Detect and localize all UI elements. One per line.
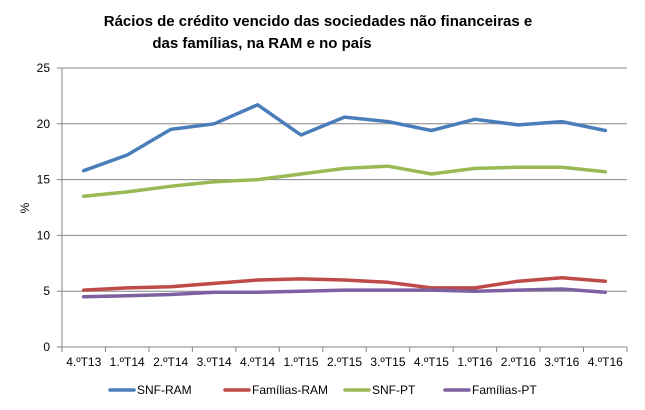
chart-title-line-2: das famílias, na RAM e no país	[152, 35, 371, 52]
x-tick-label: 4.ºT13	[66, 355, 101, 369]
chart-title-line-1: Rácios de crédito vencido das sociedades…	[104, 13, 533, 30]
y-tick-label: 15	[37, 173, 51, 187]
y-tick-labels: 0 5 10 15 20 25	[37, 61, 51, 354]
legend: SNF-RAM Famílias-RAM SNF-PT Famílias-PT	[108, 383, 537, 397]
y-tick-label: 25	[37, 61, 51, 75]
x-tick-label: 4.ºT16	[588, 355, 623, 369]
x-tick-label: 3.ºT16	[544, 355, 579, 369]
series-line-fam-lias-ram	[81, 276, 608, 292]
legend-label: Famílias-RAM	[252, 383, 328, 397]
series-line-fam-lias-pt	[81, 287, 608, 299]
x-tick-label: 4.ºT14	[240, 355, 275, 369]
axes	[57, 67, 628, 352]
chart-title: Rácios de crédito vencido das sociedades…	[104, 13, 533, 52]
x-tick-label: 1.ºT16	[457, 355, 492, 369]
legend-label: Famílias-PT	[472, 383, 537, 397]
y-tick-label: 20	[37, 117, 51, 131]
series-lines	[81, 103, 608, 299]
legend-label: SNF-RAM	[137, 383, 192, 397]
series-line-snf-ram	[81, 103, 608, 173]
x-tick-label: 1.ºT14	[110, 355, 145, 369]
y-tick-label: 5	[43, 284, 50, 298]
x-tick-label: 3.ºT14	[197, 355, 232, 369]
x-tick-label: 4.ºT15	[414, 355, 449, 369]
legend-label: SNF-PT	[372, 383, 416, 397]
x-tick-labels: 4.ºT13 1.ºT14 2.ºT14 3.ºT14 4.ºT14 1.ºT15 2.ºT…	[66, 355, 623, 369]
series-line-snf-pt	[81, 164, 608, 199]
x-tick-label: 1.ºT15	[283, 355, 318, 369]
x-tick-label: 3.ºT15	[370, 355, 405, 369]
y-axis-title: %	[18, 202, 32, 213]
x-tick-label: 2.ºT16	[501, 355, 536, 369]
y-tick-label: 0	[43, 340, 50, 354]
x-tick-label: 2.ºT14	[153, 355, 188, 369]
x-tick-label: 2.ºT15	[327, 355, 362, 369]
y-tick-label: 10	[37, 228, 51, 242]
gridlines	[62, 67, 627, 292]
